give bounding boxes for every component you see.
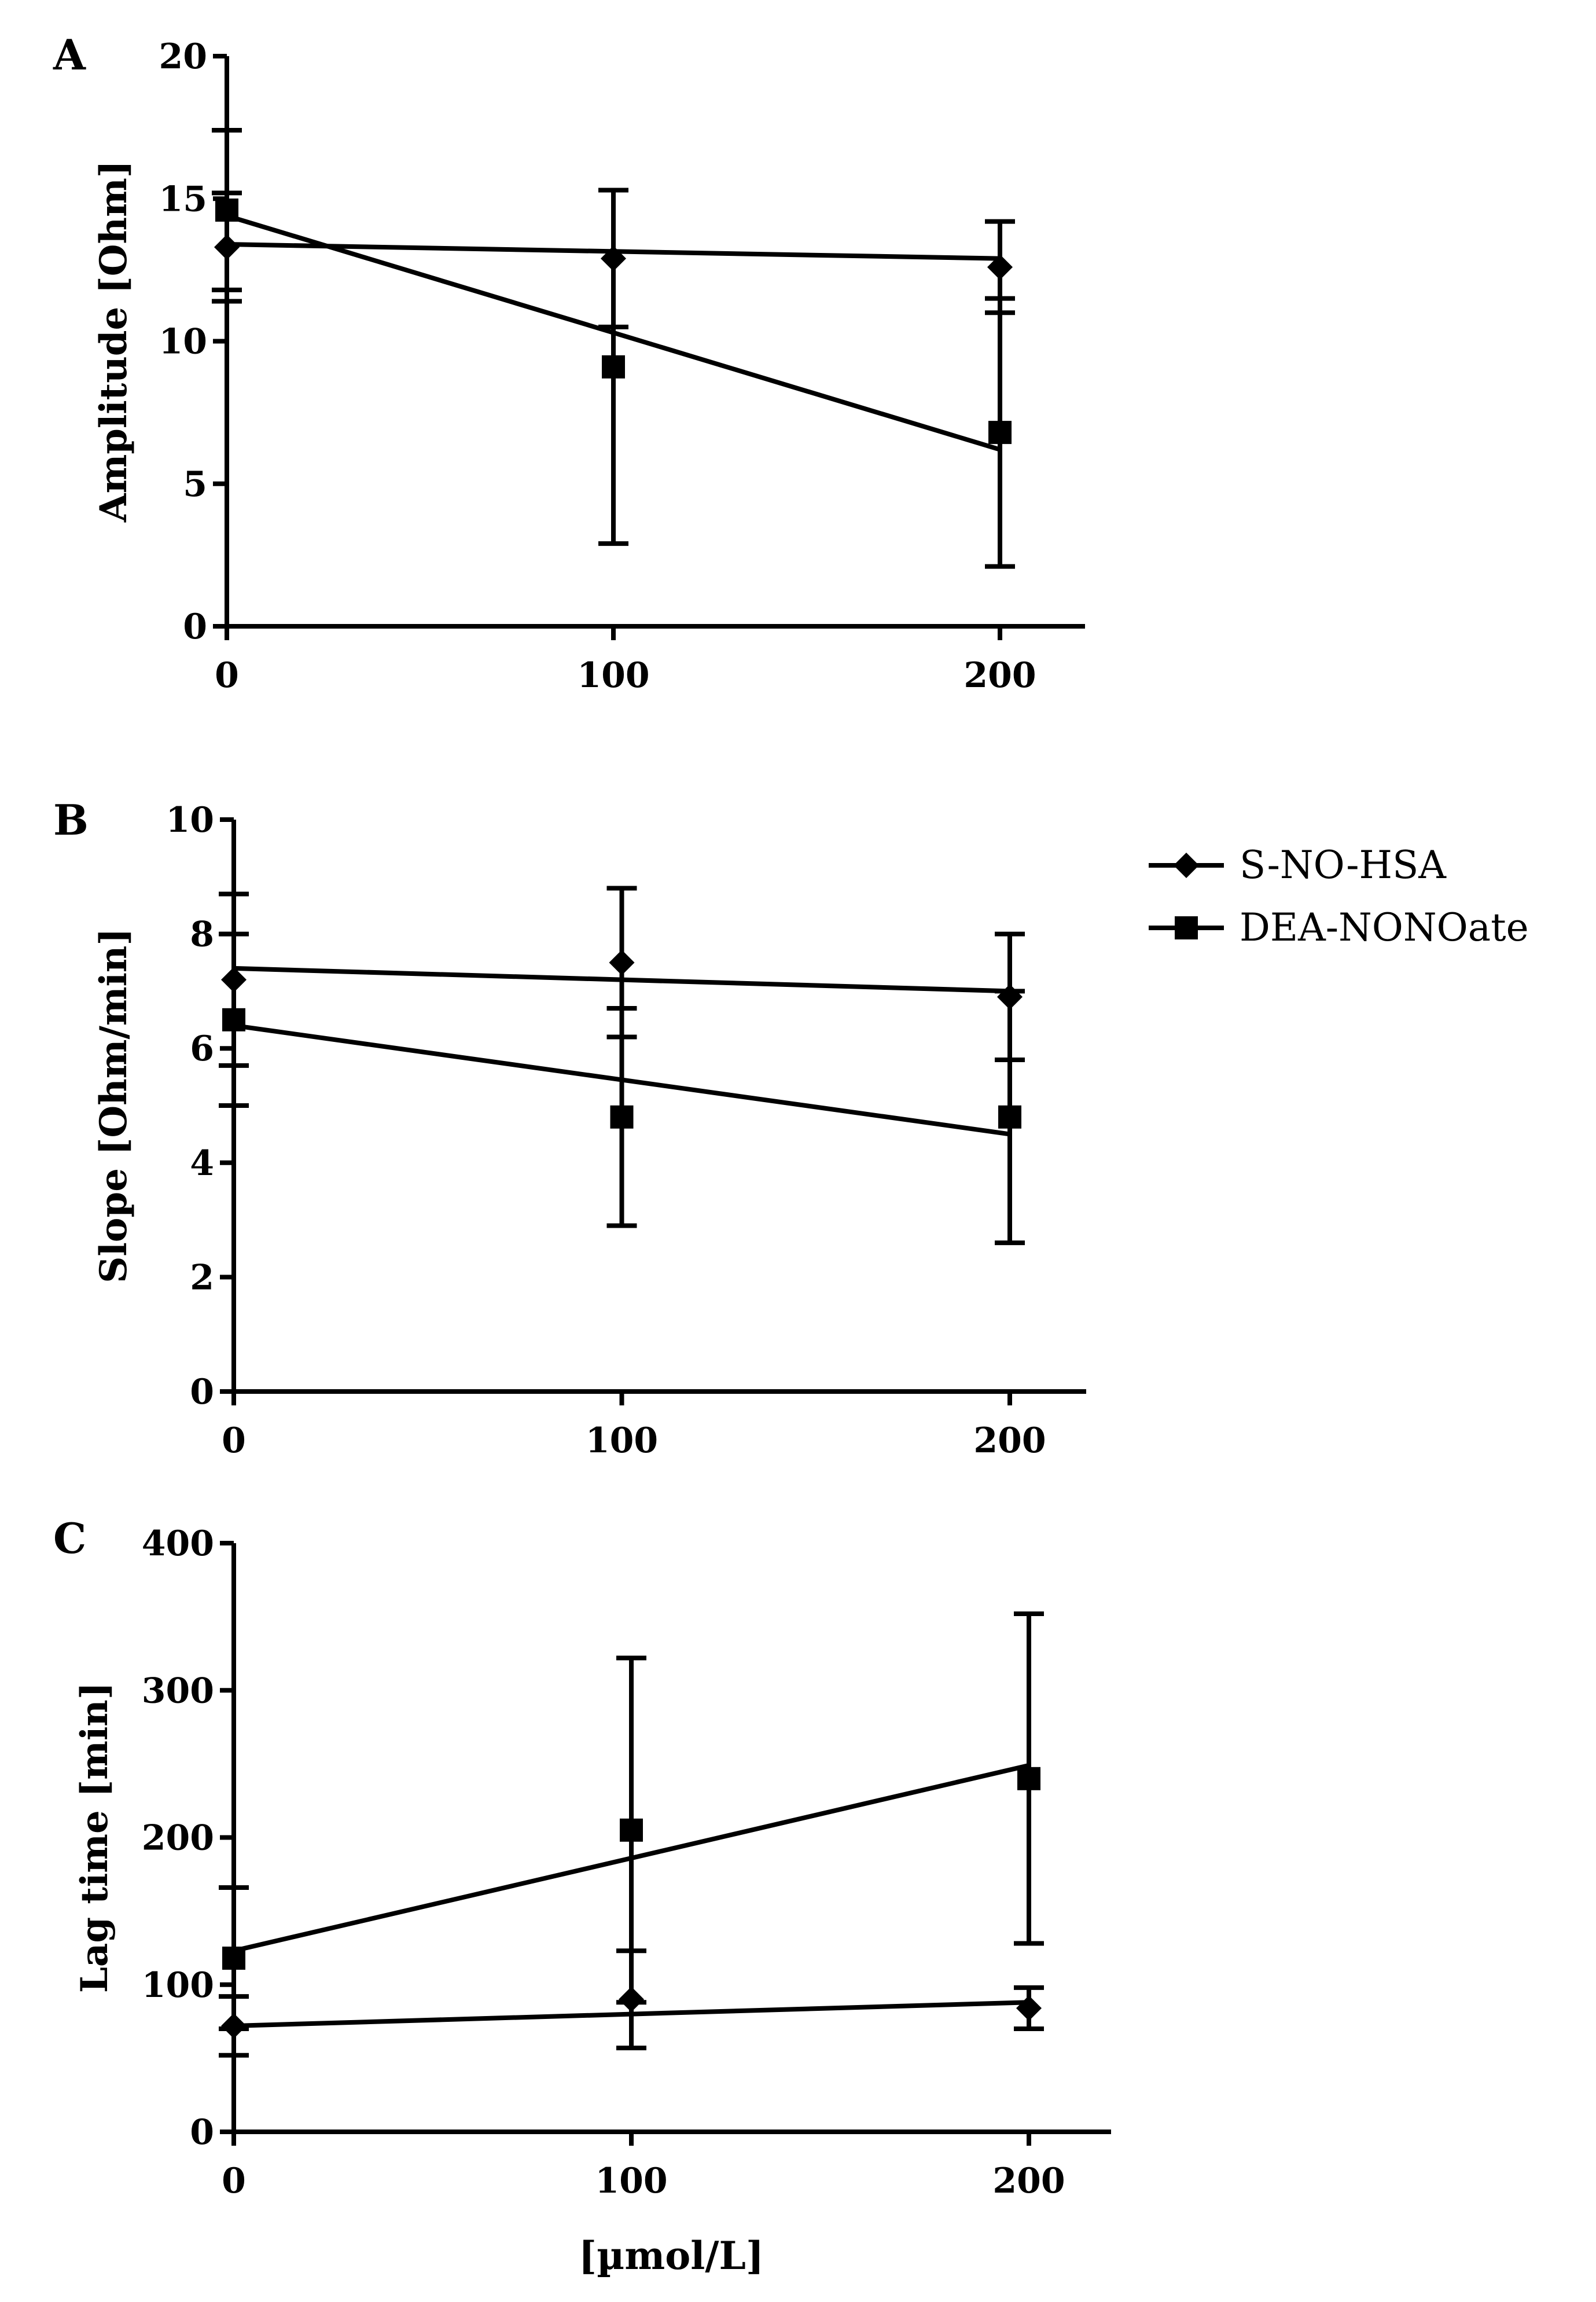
panel-b-y-tick-label: 6 [190,1029,214,1069]
panel-a-x-tick-label: 100 [577,655,649,696]
panel-c-x-tick-label: 100 [595,2161,667,2201]
panel-b-dea-nonoate-point [610,1105,634,1129]
panel-a-y-tick-label: 20 [159,36,208,77]
panel-b-s-no-hsa-point [609,950,635,975]
panel-c-dea-nonoate-point [222,1946,245,1970]
panel-c-y-tick-label: 300 [142,1670,214,1711]
panel-c-x-tick-label: 0 [222,2161,246,2201]
panel-c-y-tick-label: 400 [142,1523,214,1564]
x-axis-label: [µmol/L] [579,2233,764,2278]
panel-c-x-tick-label: 200 [992,2161,1065,2201]
panel-a-y-tick-label: 5 [183,464,207,505]
panel-b-dea-nonoate-point [222,1008,245,1031]
panel-c-dea-nonoate-point [620,1818,643,1842]
panel-c-y-tick-label: 200 [142,1818,214,1859]
panel-b-letter: B [53,795,89,845]
panel-a-dea-nonoate-point [215,198,238,222]
panel-b-y-tick-label: 10 [166,800,215,840]
panel-a-dea-nonoate-point [988,421,1012,445]
panel-b-dea-nonoate-point [998,1105,1021,1129]
panel-c-y-label: Lag time [min] [73,1682,116,1993]
panel-c-y-tick-label: 0 [190,2112,214,2153]
panel-b-y-tick-label: 2 [190,1257,214,1298]
panel-a-dea-nonoate-point [602,355,625,379]
legend-dea-nonoate-label: DEA-NONOate [1240,905,1529,950]
panel-c-letter: C [53,1514,86,1563]
panel-a-x-tick-label: 200 [964,655,1036,696]
legend-dea-nonoate-marker [1175,916,1198,939]
panel-a-y-tick-label: 15 [159,179,208,219]
panel-a-y-label: Amplitude [Ohm] [92,160,135,523]
legend-s-no-hsa-marker [1174,853,1199,878]
panel-b-x-tick-label: 200 [973,1420,1046,1461]
panel-b-y-label: Slope [Ohm/min] [92,928,135,1283]
panel-b-y-tick-label: 0 [190,1372,214,1412]
panel-b-y-tick-label: 4 [190,1143,214,1184]
panel-a-letter: A [53,30,86,79]
panel-b-x-tick-label: 0 [222,1420,246,1461]
legend-s-no-hsa-label: S-NO-HSA [1240,843,1447,887]
panel-b-x-tick-label: 100 [586,1420,658,1461]
panel-c-y-tick-label: 100 [142,1965,214,2006]
panel-a-y-tick-label: 10 [159,322,208,362]
panel-a-x-tick-label: 0 [215,655,239,696]
panel-c-s-no-hsa-point [1016,1995,1042,2021]
panel-a-y-tick-label: 0 [183,607,207,647]
panel-a-s-no-hsa-point [987,254,1013,280]
panel-c-dea-nonoate-point [1017,1767,1040,1790]
panel-b-y-tick-label: 8 [190,915,214,955]
